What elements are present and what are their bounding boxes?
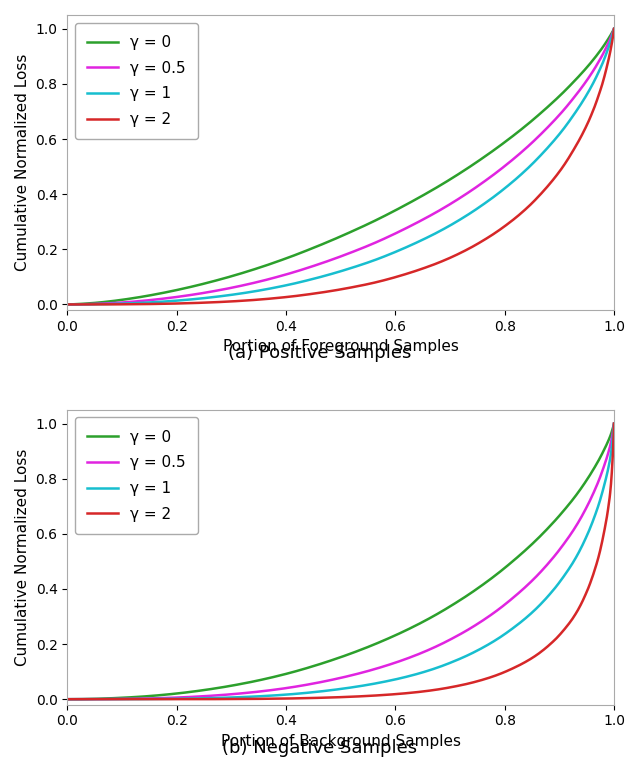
- γ = 0: [494, 569, 502, 578]
- Text: (b) Negative Samples: (b) Negative Samples: [223, 739, 417, 757]
- γ = 1: [92, 299, 99, 309]
- γ = 2: [329, 286, 337, 295]
- Y-axis label: Cumulative Normalized Loss: Cumulative Normalized Loss: [15, 53, 30, 271]
- X-axis label: Portion of Foreground Samples: Portion of Foreground Samples: [223, 339, 459, 354]
- γ = 0.5: [329, 675, 337, 684]
- γ = 0.5: [494, 167, 502, 176]
- Line: γ = 0.5: γ = 0.5: [67, 423, 614, 699]
- Line: γ = 0: γ = 0: [67, 29, 614, 304]
- γ = 0: [63, 694, 71, 704]
- γ = 0.5: [315, 260, 323, 269]
- γ = 0.5: [595, 478, 602, 487]
- γ = 0.5: [494, 605, 502, 614]
- γ = 0.5: [92, 299, 99, 309]
- γ = 2: [610, 24, 618, 34]
- γ = 1: [594, 503, 602, 512]
- γ = 0.5: [63, 694, 71, 704]
- X-axis label: Portion of Background Samples: Portion of Background Samples: [221, 734, 461, 749]
- γ = 0: [315, 241, 323, 251]
- γ = 0.5: [610, 419, 618, 428]
- γ = 1: [92, 694, 99, 704]
- Line: γ = 2: γ = 2: [67, 423, 614, 699]
- γ = 1: [329, 685, 337, 694]
- Line: γ = 0.5: γ = 0.5: [67, 29, 614, 304]
- Line: γ = 1: γ = 1: [67, 423, 614, 699]
- Line: γ = 0: γ = 0: [67, 423, 614, 699]
- γ = 2: [594, 555, 602, 564]
- γ = 2: [494, 670, 502, 679]
- γ = 0: [329, 235, 337, 244]
- γ = 0: [329, 656, 337, 665]
- γ = 2: [595, 92, 602, 102]
- γ = 1: [595, 69, 602, 78]
- γ = 2: [610, 419, 618, 428]
- γ = 0: [494, 143, 502, 152]
- γ = 1: [610, 419, 618, 428]
- γ = 2: [594, 93, 602, 102]
- γ = 0.5: [610, 24, 618, 34]
- γ = 2: [595, 554, 602, 563]
- γ = 2: [63, 299, 71, 309]
- γ = 0.5: [315, 678, 323, 687]
- γ = 1: [63, 694, 71, 704]
- γ = 0: [92, 298, 99, 307]
- γ = 1: [315, 687, 323, 696]
- γ = 0.5: [594, 478, 602, 487]
- Y-axis label: Cumulative Normalized Loss: Cumulative Normalized Loss: [15, 448, 30, 666]
- γ = 0.5: [92, 694, 99, 704]
- γ = 0: [315, 660, 323, 669]
- Line: γ = 1: γ = 1: [67, 29, 614, 304]
- γ = 1: [610, 24, 618, 34]
- γ = 1: [494, 634, 502, 643]
- γ = 0: [63, 299, 71, 309]
- γ = 1: [595, 502, 602, 511]
- γ = 0.5: [63, 299, 71, 309]
- γ = 0: [610, 24, 618, 34]
- γ = 0: [92, 694, 99, 704]
- γ = 2: [92, 299, 99, 309]
- Legend: γ = 0, γ = 0.5, γ = 1, γ = 2: γ = 0, γ = 0.5, γ = 1, γ = 2: [75, 23, 198, 139]
- γ = 0: [610, 419, 618, 428]
- γ = 0: [595, 49, 602, 58]
- γ = 2: [329, 693, 337, 702]
- γ = 2: [92, 694, 99, 704]
- Text: (a) Positive Samples: (a) Positive Samples: [228, 345, 412, 362]
- Legend: γ = 0, γ = 0.5, γ = 1, γ = 2: γ = 0, γ = 0.5, γ = 1, γ = 2: [75, 417, 198, 534]
- γ = 2: [63, 694, 71, 704]
- γ = 0.5: [594, 59, 602, 68]
- γ = 2: [315, 288, 323, 297]
- γ = 1: [329, 269, 337, 278]
- γ = 0: [594, 457, 602, 466]
- γ = 0.5: [595, 58, 602, 67]
- γ = 0: [594, 49, 602, 58]
- γ = 1: [315, 273, 323, 282]
- γ = 2: [315, 693, 323, 702]
- γ = 1: [494, 189, 502, 199]
- γ = 2: [494, 227, 502, 236]
- γ = 1: [63, 299, 71, 309]
- γ = 0.5: [329, 254, 337, 264]
- γ = 1: [594, 69, 602, 78]
- γ = 0: [595, 457, 602, 466]
- Line: γ = 2: γ = 2: [67, 29, 614, 304]
